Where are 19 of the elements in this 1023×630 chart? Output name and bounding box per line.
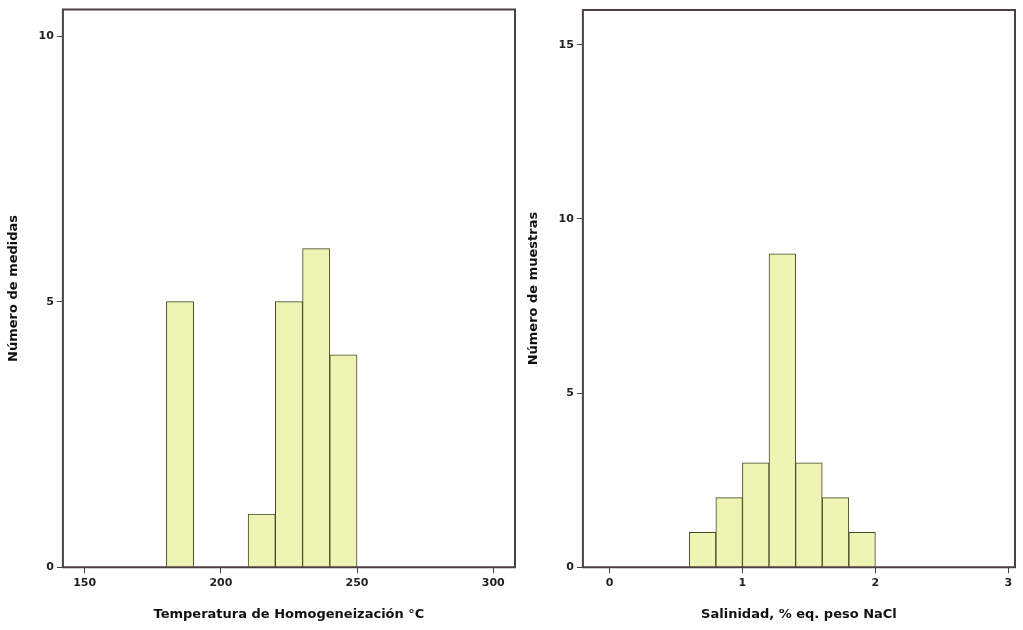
- y-tick-label: 0: [566, 560, 575, 574]
- x-tick-label: 300: [481, 575, 506, 589]
- x-tick-label: 200: [209, 575, 233, 589]
- y-tick-label: 0: [46, 560, 55, 574]
- x-tick-label: 150: [73, 575, 97, 589]
- x-axis-title: Temperatura de Homogeneización °C: [153, 605, 425, 621]
- x-tick-label: 1: [738, 575, 747, 589]
- y-tick-label: 15: [558, 37, 574, 51]
- y-tick-label: 5: [46, 294, 54, 308]
- x-tick-label: 0: [605, 575, 614, 589]
- y-axis-title: Número de medidas: [5, 214, 21, 362]
- y-axis-title: Número de muestras: [525, 211, 541, 366]
- x-tick-label: 2: [871, 575, 880, 589]
- y-tick-label: 10: [38, 29, 55, 43]
- x-tick-label: 3: [1004, 575, 1013, 589]
- x-axis-title: Salinidad, % eq. peso NaCl: [701, 605, 897, 621]
- y-tick-label: 10: [558, 211, 575, 225]
- x-tick-label: 250: [345, 575, 369, 589]
- y-tick-label: 5: [566, 385, 574, 399]
